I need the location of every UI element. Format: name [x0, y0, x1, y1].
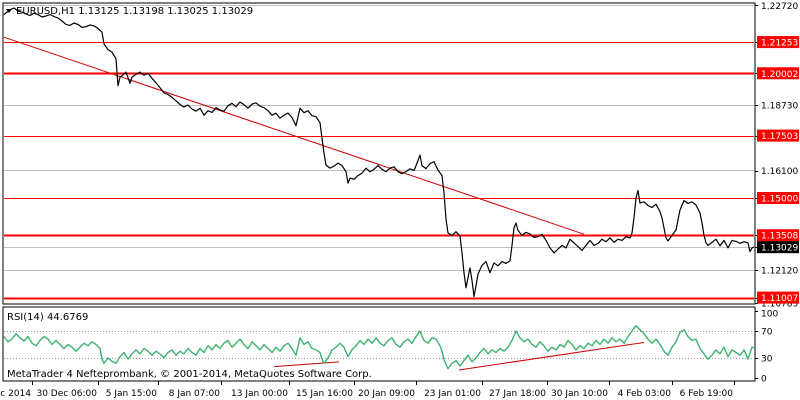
level-label: 1.15000 [761, 195, 798, 205]
level-label: 1.20002 [761, 70, 798, 80]
rsi-line [3, 325, 755, 370]
rsi-panel[interactable] [2, 306, 756, 382]
price-panel[interactable] [2, 2, 756, 305]
level-label: 1.21253 [761, 39, 798, 49]
level-label: 1.11007 [761, 294, 798, 304]
rsi-trend-line[interactable] [273, 361, 340, 368]
copyright-text: MetaTrader 4 Nefteprombank, © 2001-2014,… [7, 369, 372, 380]
level-label-box [757, 229, 799, 242]
level-label: 1.13508 [761, 232, 798, 242]
time-tick-label: 30 Jan 10:00 [551, 389, 608, 399]
time-tick-label: 30 Dec 06:00 [36, 389, 97, 399]
price-trend-line[interactable] [3, 36, 585, 235]
time-tick-label: 5 Jan 15:00 [106, 389, 158, 399]
level-label-box [757, 36, 799, 49]
time-tick-label: 8 Jan 07:00 [169, 389, 221, 399]
symbol-info: EURUSD,H1 1.13125 1.13198 1.13025 1.1302… [16, 6, 253, 17]
price-levels[interactable] [4, 42, 754, 300]
current-price-label: 1.13029 [761, 244, 798, 254]
rsi-levels [4, 331, 754, 359]
price-tick-label: 1.18730 [761, 101, 798, 111]
collapse-triangle-icon[interactable] [6, 9, 12, 13]
time-axis: 24 Dec 2014 30 Dec 06:00 5 Jan 15:00 8 Jan … [0, 381, 735, 399]
rsi-tick-label: 70 [761, 328, 773, 338]
level-label: 1.17503 [761, 132, 798, 142]
rsi-label: RSI(14) 44.6769 [7, 312, 88, 323]
rsi-tick-label: 0 [761, 375, 767, 385]
rsi-tick-label: 100 [761, 310, 778, 320]
price-level-labels: 1.21253 1.20002 1.17503 1.15000 1.13508 1.110… [757, 36, 799, 304]
rsi-trend-lines[interactable] [273, 341, 645, 371]
time-tick-label: 23 Jan 01:00 [424, 389, 481, 399]
price-tick-label: 1.12120 [761, 266, 798, 276]
time-tick-label: 15 Jan 16:00 [296, 389, 353, 399]
rsi-series [3, 325, 755, 370]
level-label-box [757, 129, 799, 142]
time-tick-label: 27 Jan 18:00 [489, 389, 546, 399]
level-label-box [757, 67, 799, 80]
price-tick-label: 1.10785 [761, 300, 798, 310]
trend-line[interactable] [3, 36, 585, 235]
rsi-axis: 100 70 30 0 [755, 310, 778, 385]
time-tick-label: 6 Feb 19:00 [680, 389, 734, 399]
time-tick-label: 24 Dec 2014 [0, 389, 31, 399]
rsi-tick-label: 30 [761, 354, 773, 364]
time-tick-label: 13 Jan 00:00 [231, 389, 288, 399]
time-tick-label: 4 Feb 03:00 [618, 389, 672, 399]
price-line [3, 7, 755, 298]
price-tick-label: 1.22720 [761, 2, 798, 12]
price-series [3, 7, 755, 298]
rsi-trend-line[interactable] [458, 341, 645, 371]
current-price-box [757, 241, 799, 254]
level-label-box [757, 291, 799, 304]
time-tick-label: 20 Jan 09:00 [358, 389, 415, 399]
level-label-box [757, 192, 799, 205]
price-gray-levels [4, 5, 754, 271]
price-tick-label: 1.16100 [761, 167, 798, 177]
